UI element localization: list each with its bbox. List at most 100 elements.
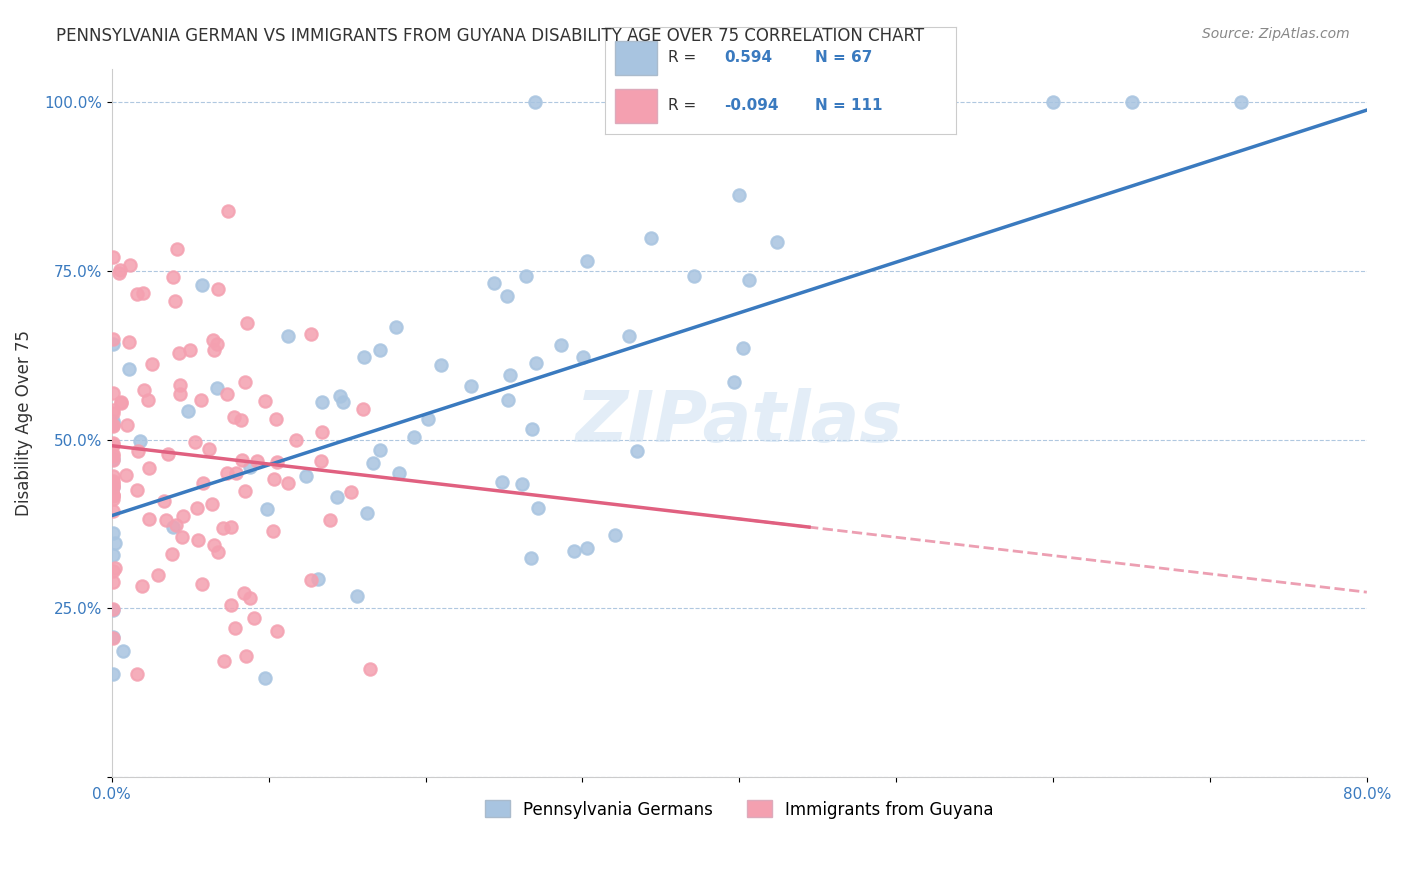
Point [277,329,299,343]
Text: PENNSYLVANIA GERMAN VS IMMIGRANTS FROM GUYANA DISABILITY AGE OVER 75 CORRELATION: PENNSYLVANIA GERMAN VS IMMIGRANTS FROM G… [56,27,924,45]
Point [215,466,238,480]
Point [571,350,593,364]
Point [562,543,585,558]
Point [233,483,256,498]
Point [138,512,160,526]
Point [212,521,235,535]
Point [207,282,229,296]
Point [326,490,349,504]
Point [103,480,125,494]
Point [169,386,191,401]
Point [520,422,543,436]
Point [1230,95,1253,110]
Point [236,316,259,330]
Point [127,444,149,458]
Point [128,434,150,449]
Point [118,334,141,349]
Point [499,368,522,382]
Point [233,375,256,389]
Point [120,258,142,272]
Point [356,506,378,520]
Point [125,286,148,301]
Point [103,250,125,264]
Point [136,392,159,407]
Point [179,343,201,357]
Point [207,544,229,558]
Point [103,564,125,578]
Point [524,356,547,370]
Point [153,493,176,508]
Point [418,412,440,426]
Point [162,269,184,284]
Text: R =: R = [668,98,696,113]
Point [103,631,125,645]
Point [103,574,125,589]
Point [103,386,125,401]
Point [191,277,214,292]
Point [103,403,125,417]
Point [202,333,225,347]
Point [235,648,257,663]
Point [402,430,425,444]
Point [127,483,149,498]
Point [132,383,155,397]
Point [723,376,745,390]
Point [103,504,125,518]
Point [232,586,254,600]
Point [550,338,572,352]
Point [254,393,277,408]
Point [190,577,212,591]
Point [738,273,761,287]
Point [311,395,333,409]
Point [103,447,125,461]
Point [264,412,287,426]
Point [309,454,332,468]
Point [460,379,482,393]
Point [103,492,125,507]
Point [353,350,375,364]
Point [495,289,517,303]
Legend: Pennsylvania Germans, Immigrants from Guyana: Pennsylvania Germans, Immigrants from Gu… [478,794,1000,825]
Point [340,484,363,499]
Point [239,459,262,474]
Point [307,572,329,586]
Point [103,489,125,503]
Point [165,518,187,533]
Point [167,345,190,359]
Point [103,667,125,681]
Point [103,488,125,502]
Point [141,357,163,371]
Text: 0.594: 0.594 [724,50,772,65]
Point [217,386,239,401]
Point [103,488,125,502]
Point [112,644,135,658]
Point [205,336,228,351]
Point [103,601,125,615]
Point [496,392,519,407]
Point [187,533,209,547]
Point [162,520,184,534]
Point [266,454,288,468]
Point [201,497,224,511]
Point [157,447,180,461]
Point [103,469,125,483]
Point [125,667,148,681]
Point [385,320,408,334]
Point [640,231,662,245]
Point [103,337,125,351]
Point [747,82,769,96]
Point [172,509,194,524]
Point [115,467,138,482]
Point [103,416,125,430]
Point [266,624,288,639]
Text: N = 111: N = 111 [815,98,883,113]
Point [285,433,308,447]
Point [254,671,277,685]
Point [520,550,543,565]
Point [198,442,221,456]
Point [118,362,141,376]
Point [727,187,749,202]
Point [524,95,547,110]
Point [104,536,127,550]
Point [626,443,648,458]
